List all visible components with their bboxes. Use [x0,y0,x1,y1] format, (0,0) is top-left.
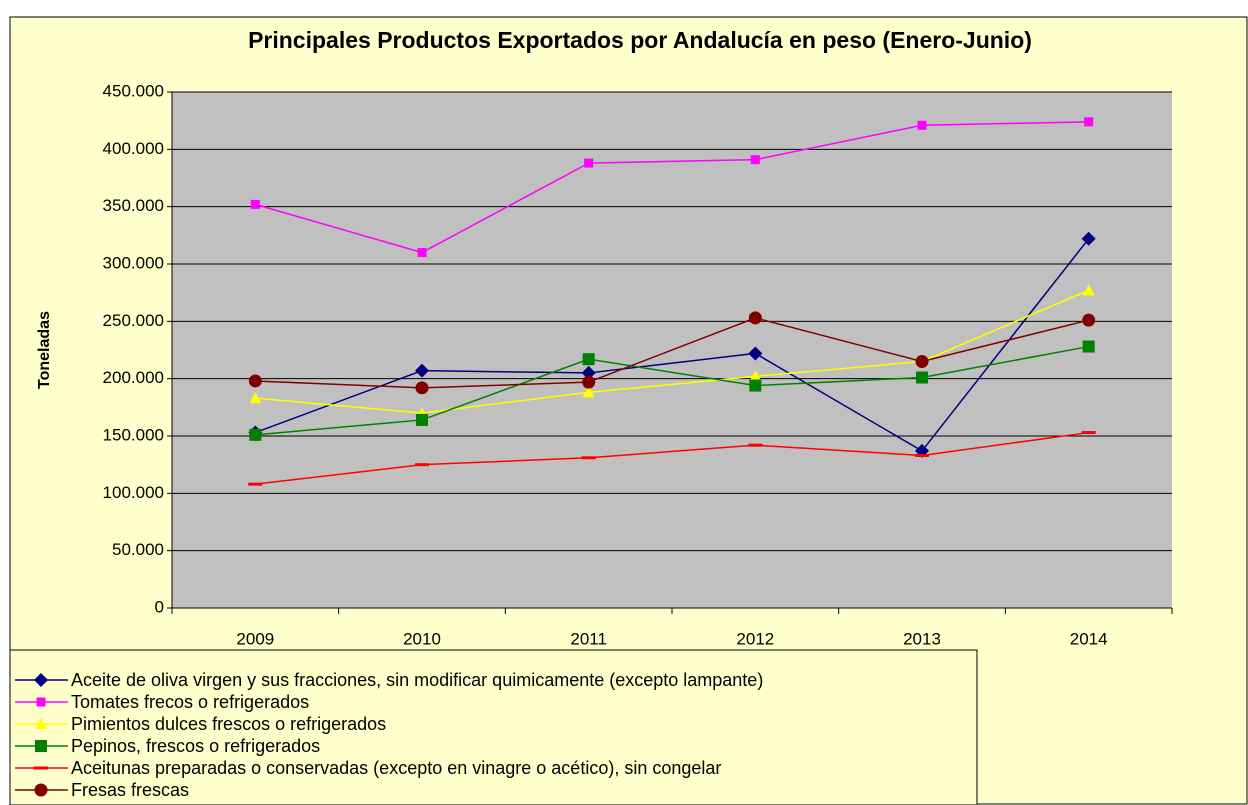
marker [584,158,594,168]
y-tick-label: 0 [155,597,164,616]
marker [1081,431,1096,435]
y-tick-label: 250.000 [103,311,164,330]
series-line [255,289,1089,414]
marker [415,463,429,467]
series-line [255,238,1090,452]
marker [1082,313,1096,327]
x-tick-label: 2013 [903,629,941,648]
marker [415,381,429,395]
legend-label: Fresas frescas [71,780,189,800]
marker [249,392,262,404]
marker [582,353,595,366]
legend-label: Pepinos, frescos o refrigerados [71,736,320,756]
y-tick-label: 200.000 [103,368,164,387]
y-tick-label: 100.000 [103,483,164,502]
legend-label: Aceite de oliva virgen y sus fracciones,… [71,670,763,690]
marker [748,346,763,361]
legend [9,649,978,805]
marker [915,354,929,368]
legend-marker [34,783,48,797]
marker [915,453,929,457]
legend-label: Aceitunas preparadas o conservadas (exce… [71,758,721,778]
marker [750,155,760,165]
series-line [255,431,1089,485]
y-tick-label: 150.000 [103,425,164,444]
y-tick-label: 400.000 [103,139,164,158]
x-tick-label: 2011 [570,629,607,648]
legend-marker [35,718,47,729]
marker [749,379,762,392]
legend-marker [36,697,46,707]
y-tick-label: 50.000 [112,540,164,559]
y-tick-label: 350.000 [103,196,164,215]
marker [1081,231,1096,246]
marker [249,428,262,441]
marker [1084,117,1094,127]
marker [1082,340,1095,353]
x-tick-label: 2009 [236,629,274,648]
marker [582,386,595,398]
chart-title: Principales Productos Exportados por And… [248,27,1032,53]
marker [417,248,427,258]
marker [416,413,428,426]
x-tick-label: 2012 [736,629,774,648]
marker [581,456,596,460]
marker [748,443,763,447]
marker [1082,284,1095,296]
legend-marker [35,740,47,752]
y-tick-label: 300.000 [103,253,164,272]
marker [748,311,762,325]
series-line [255,317,1089,389]
series-line [255,121,1089,254]
x-tick-label: 2010 [403,629,441,648]
y-tick-label: 450.000 [103,81,164,100]
marker [415,363,429,378]
legend-marker [34,766,48,770]
marker [582,375,596,389]
marker [749,370,762,382]
legend-label: Tomates frecos o refrigerados [71,692,309,712]
marker [248,374,262,388]
x-tick-label: 2014 [1070,629,1108,648]
y-axis-label: Toneladas [36,311,53,389]
series-line [255,345,1089,436]
marker [250,199,260,209]
legend-marker [34,673,48,687]
marker [581,365,596,380]
marker [917,120,927,130]
marker [248,482,263,486]
legend-label: Pimientos dulces frescos o refrigerados [71,714,386,734]
marker [916,371,928,384]
